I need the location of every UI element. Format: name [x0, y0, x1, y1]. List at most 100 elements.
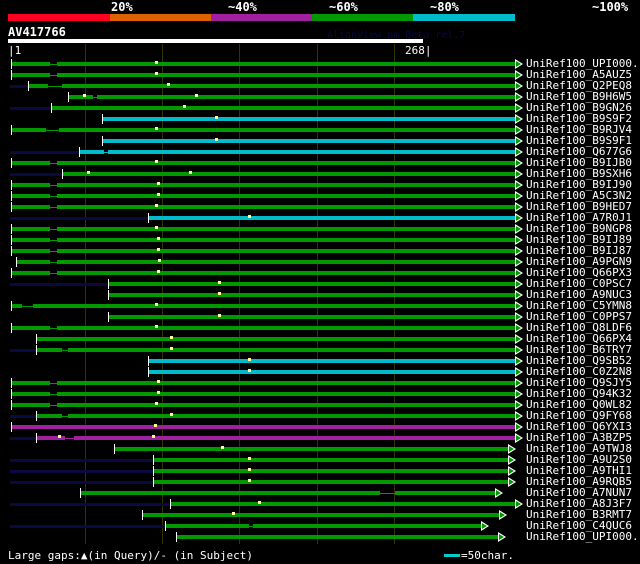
hit-row[interactable]: UniRef100_A9RQB5: [0, 475, 640, 488]
hit-row[interactable]: UniRef100_B9IJB0: [0, 156, 640, 169]
hit-row[interactable]: UniRef100_B9IJ90: [0, 178, 640, 191]
hit-label[interactable]: UniRef100_B9NGP8: [526, 222, 632, 235]
hit-label[interactable]: UniRef100_UPI000..: [526, 57, 640, 70]
hit-row[interactable]: UniRef100_Q677G6: [0, 145, 640, 158]
hit-row[interactable]: UniRef100_B9SXH6: [0, 167, 640, 180]
hit-row[interactable]: UniRef100_A8J3F7: [0, 497, 640, 510]
hit-row[interactable]: UniRef100_Q9SJY5: [0, 376, 640, 389]
hit-row[interactable]: UniRef100_C0Z2N8: [0, 365, 640, 378]
hit-row[interactable]: UniRef100_C0PSC7: [0, 277, 640, 290]
alignment-start-tick: [11, 158, 12, 168]
hit-row[interactable]: UniRef100_Q0WL82: [0, 398, 640, 411]
hit-label[interactable]: UniRef100_Q9SJY5: [526, 376, 632, 389]
hit-row[interactable]: UniRef100_A9PGN9: [0, 255, 640, 268]
hit-row[interactable]: UniRef100_Q66PX4: [0, 332, 640, 345]
hit-row[interactable]: UniRef100_B9IJ87: [0, 244, 640, 257]
hit-row[interactable]: UniRef100_Q9SB52: [0, 354, 640, 367]
query-gap-marker-icon: [221, 446, 225, 449]
hit-row[interactable]: UniRef100_Q94K32: [0, 387, 640, 400]
hit-label[interactable]: UniRef100_C0PSC7: [526, 277, 632, 290]
hit-label[interactable]: UniRef100_B9S9F2: [526, 112, 632, 125]
hit-label[interactable]: UniRef100_Q677G6: [526, 145, 632, 158]
hit-row[interactable]: UniRef100_A7R0J1: [0, 211, 640, 224]
hit-row[interactable]: UniRef100_A3BZP5: [0, 431, 640, 444]
hit-label[interactable]: UniRef100_Q2PEQ8: [526, 79, 632, 92]
hit-row[interactable]: UniRef100_B9S9F1: [0, 134, 640, 147]
hit-label[interactable]: UniRef100_A9TWJ8: [526, 442, 632, 455]
hit-row[interactable]: UniRef100_A9U2S0: [0, 453, 640, 466]
query-gap-marker-icon: [57, 435, 61, 438]
hit-label[interactable]: UniRef100_B9RJV4: [526, 123, 632, 136]
aligned-segment: [152, 458, 510, 462]
hit-row[interactable]: UniRef100_Q9FY68: [0, 409, 640, 422]
hit-row[interactable]: UniRef100_C4QUC6: [0, 519, 640, 532]
legend-band-100: [413, 14, 515, 21]
hit-label[interactable]: UniRef100_Q9FY68: [526, 409, 632, 422]
hit-label[interactable]: UniRef100_B9IJ90: [526, 178, 632, 191]
hit-row[interactable]: UniRef100_B9RJV4: [0, 123, 640, 136]
hit-row[interactable]: UniRef100_B9HED7: [0, 200, 640, 213]
hit-label[interactable]: UniRef100_B9HED7: [526, 200, 632, 213]
hit-label[interactable]: UniRef100_A9NUC3: [526, 288, 632, 301]
hit-row[interactable]: UniRef100_Q66PX3: [0, 266, 640, 279]
hit-row[interactable]: UniRef100_C0PPS7: [0, 310, 640, 323]
hit-label[interactable]: UniRef100_A9U2S0: [526, 453, 632, 466]
hit-label[interactable]: UniRef100_Q8LDF6: [526, 321, 632, 334]
alignment-start-tick: [11, 422, 12, 432]
hit-label[interactable]: UniRef100_A9RQB5: [526, 475, 632, 488]
alignment-start-tick: [169, 499, 171, 509]
hit-label[interactable]: UniRef100_A5C3N2: [526, 189, 632, 202]
hit-row[interactable]: UniRef100_A9NUC3: [0, 288, 640, 301]
aligned-segment: [142, 513, 501, 517]
hit-row[interactable]: UniRef100_B3RMT7: [0, 508, 640, 521]
hit-label[interactable]: UniRef100_Q0WL82: [526, 398, 632, 411]
hit-label[interactable]: UniRef100_A5AUZ5: [526, 68, 632, 81]
hit-row[interactable]: UniRef100_A5C3N2: [0, 189, 640, 202]
hit-label[interactable]: UniRef100_Q66PX4: [526, 332, 632, 345]
hit-row[interactable]: UniRef100_B9IJ89: [0, 233, 640, 246]
unaligned-region: [10, 283, 109, 286]
hit-row[interactable]: UniRef100_B9GN26: [0, 101, 640, 114]
hit-label[interactable]: UniRef100_A8J3F7: [526, 497, 632, 510]
hit-row[interactable]: UniRef100_C5YMN8: [0, 299, 640, 312]
hit-row[interactable]: UniRef100_Q8LDF6: [0, 321, 640, 334]
query-gap-marker-icon: [258, 501, 262, 504]
hit-label[interactable]: UniRef100_C4QUC6: [526, 519, 632, 532]
hit-row[interactable]: UniRef100_UPI000..: [0, 57, 640, 70]
hit-row[interactable]: UniRef100_Q2PEQ8: [0, 79, 640, 92]
hit-label[interactable]: UniRef100_A3BZP5: [526, 431, 632, 444]
hit-label[interactable]: UniRef100_Q6YXI3: [526, 420, 632, 433]
hit-label[interactable]: UniRef100_B6TRY7: [526, 343, 632, 356]
hit-label[interactable]: UniRef100_B9S9F1: [526, 134, 632, 147]
aligned-segment: [11, 381, 50, 385]
hit-label[interactable]: UniRef100_A9THI1: [526, 464, 632, 477]
hit-row[interactable]: UniRef100_A5AUZ5: [0, 68, 640, 81]
hit-row[interactable]: UniRef100_Q6YXI3: [0, 420, 640, 433]
hit-label[interactable]: UniRef100_A9PGN9: [526, 255, 632, 268]
hit-label[interactable]: UniRef100_B9H6W5: [526, 90, 632, 103]
hit-label[interactable]: UniRef100_Q9SB52: [526, 354, 632, 367]
hit-row[interactable]: UniRef100_A9THI1: [0, 464, 640, 477]
hit-label[interactable]: UniRef100_B3RMT7: [526, 508, 632, 521]
hit-row[interactable]: UniRef100_A9TWJ8: [0, 442, 640, 455]
hit-label[interactable]: UniRef100_B9SXH6: [526, 167, 632, 180]
hit-label[interactable]: UniRef100_B9IJ89: [526, 233, 632, 246]
hit-label[interactable]: UniRef100_Q66PX3: [526, 266, 632, 279]
hit-label[interactable]: UniRef100_C0PPS7: [526, 310, 632, 323]
hit-row[interactable]: UniRef100_A7NUN7: [0, 486, 640, 499]
hit-label[interactable]: UniRef100_B9IJB0: [526, 156, 632, 169]
hit-label[interactable]: UniRef100_A7R0J1: [526, 211, 632, 224]
end-arrow-icon: [514, 345, 523, 355]
hit-row[interactable]: UniRef100_B9H6W5: [0, 90, 640, 103]
hit-row[interactable]: UniRef100_UPI000..: [0, 530, 640, 543]
hit-label[interactable]: UniRef100_UPI000..: [526, 530, 640, 543]
hit-label[interactable]: UniRef100_A7NUN7: [526, 486, 632, 499]
hit-row[interactable]: UniRef100_B9NGP8: [0, 222, 640, 235]
hit-label[interactable]: UniRef100_C5YMN8: [526, 299, 632, 312]
hit-label[interactable]: UniRef100_C0Z2N8: [526, 365, 632, 378]
hit-label[interactable]: UniRef100_B9IJ87: [526, 244, 632, 257]
hit-label[interactable]: UniRef100_B9GN26: [526, 101, 632, 114]
hit-label[interactable]: UniRef100_Q94K32: [526, 387, 632, 400]
hit-row[interactable]: UniRef100_B9S9F2: [0, 112, 640, 125]
hit-row[interactable]: UniRef100_B6TRY7: [0, 343, 640, 356]
